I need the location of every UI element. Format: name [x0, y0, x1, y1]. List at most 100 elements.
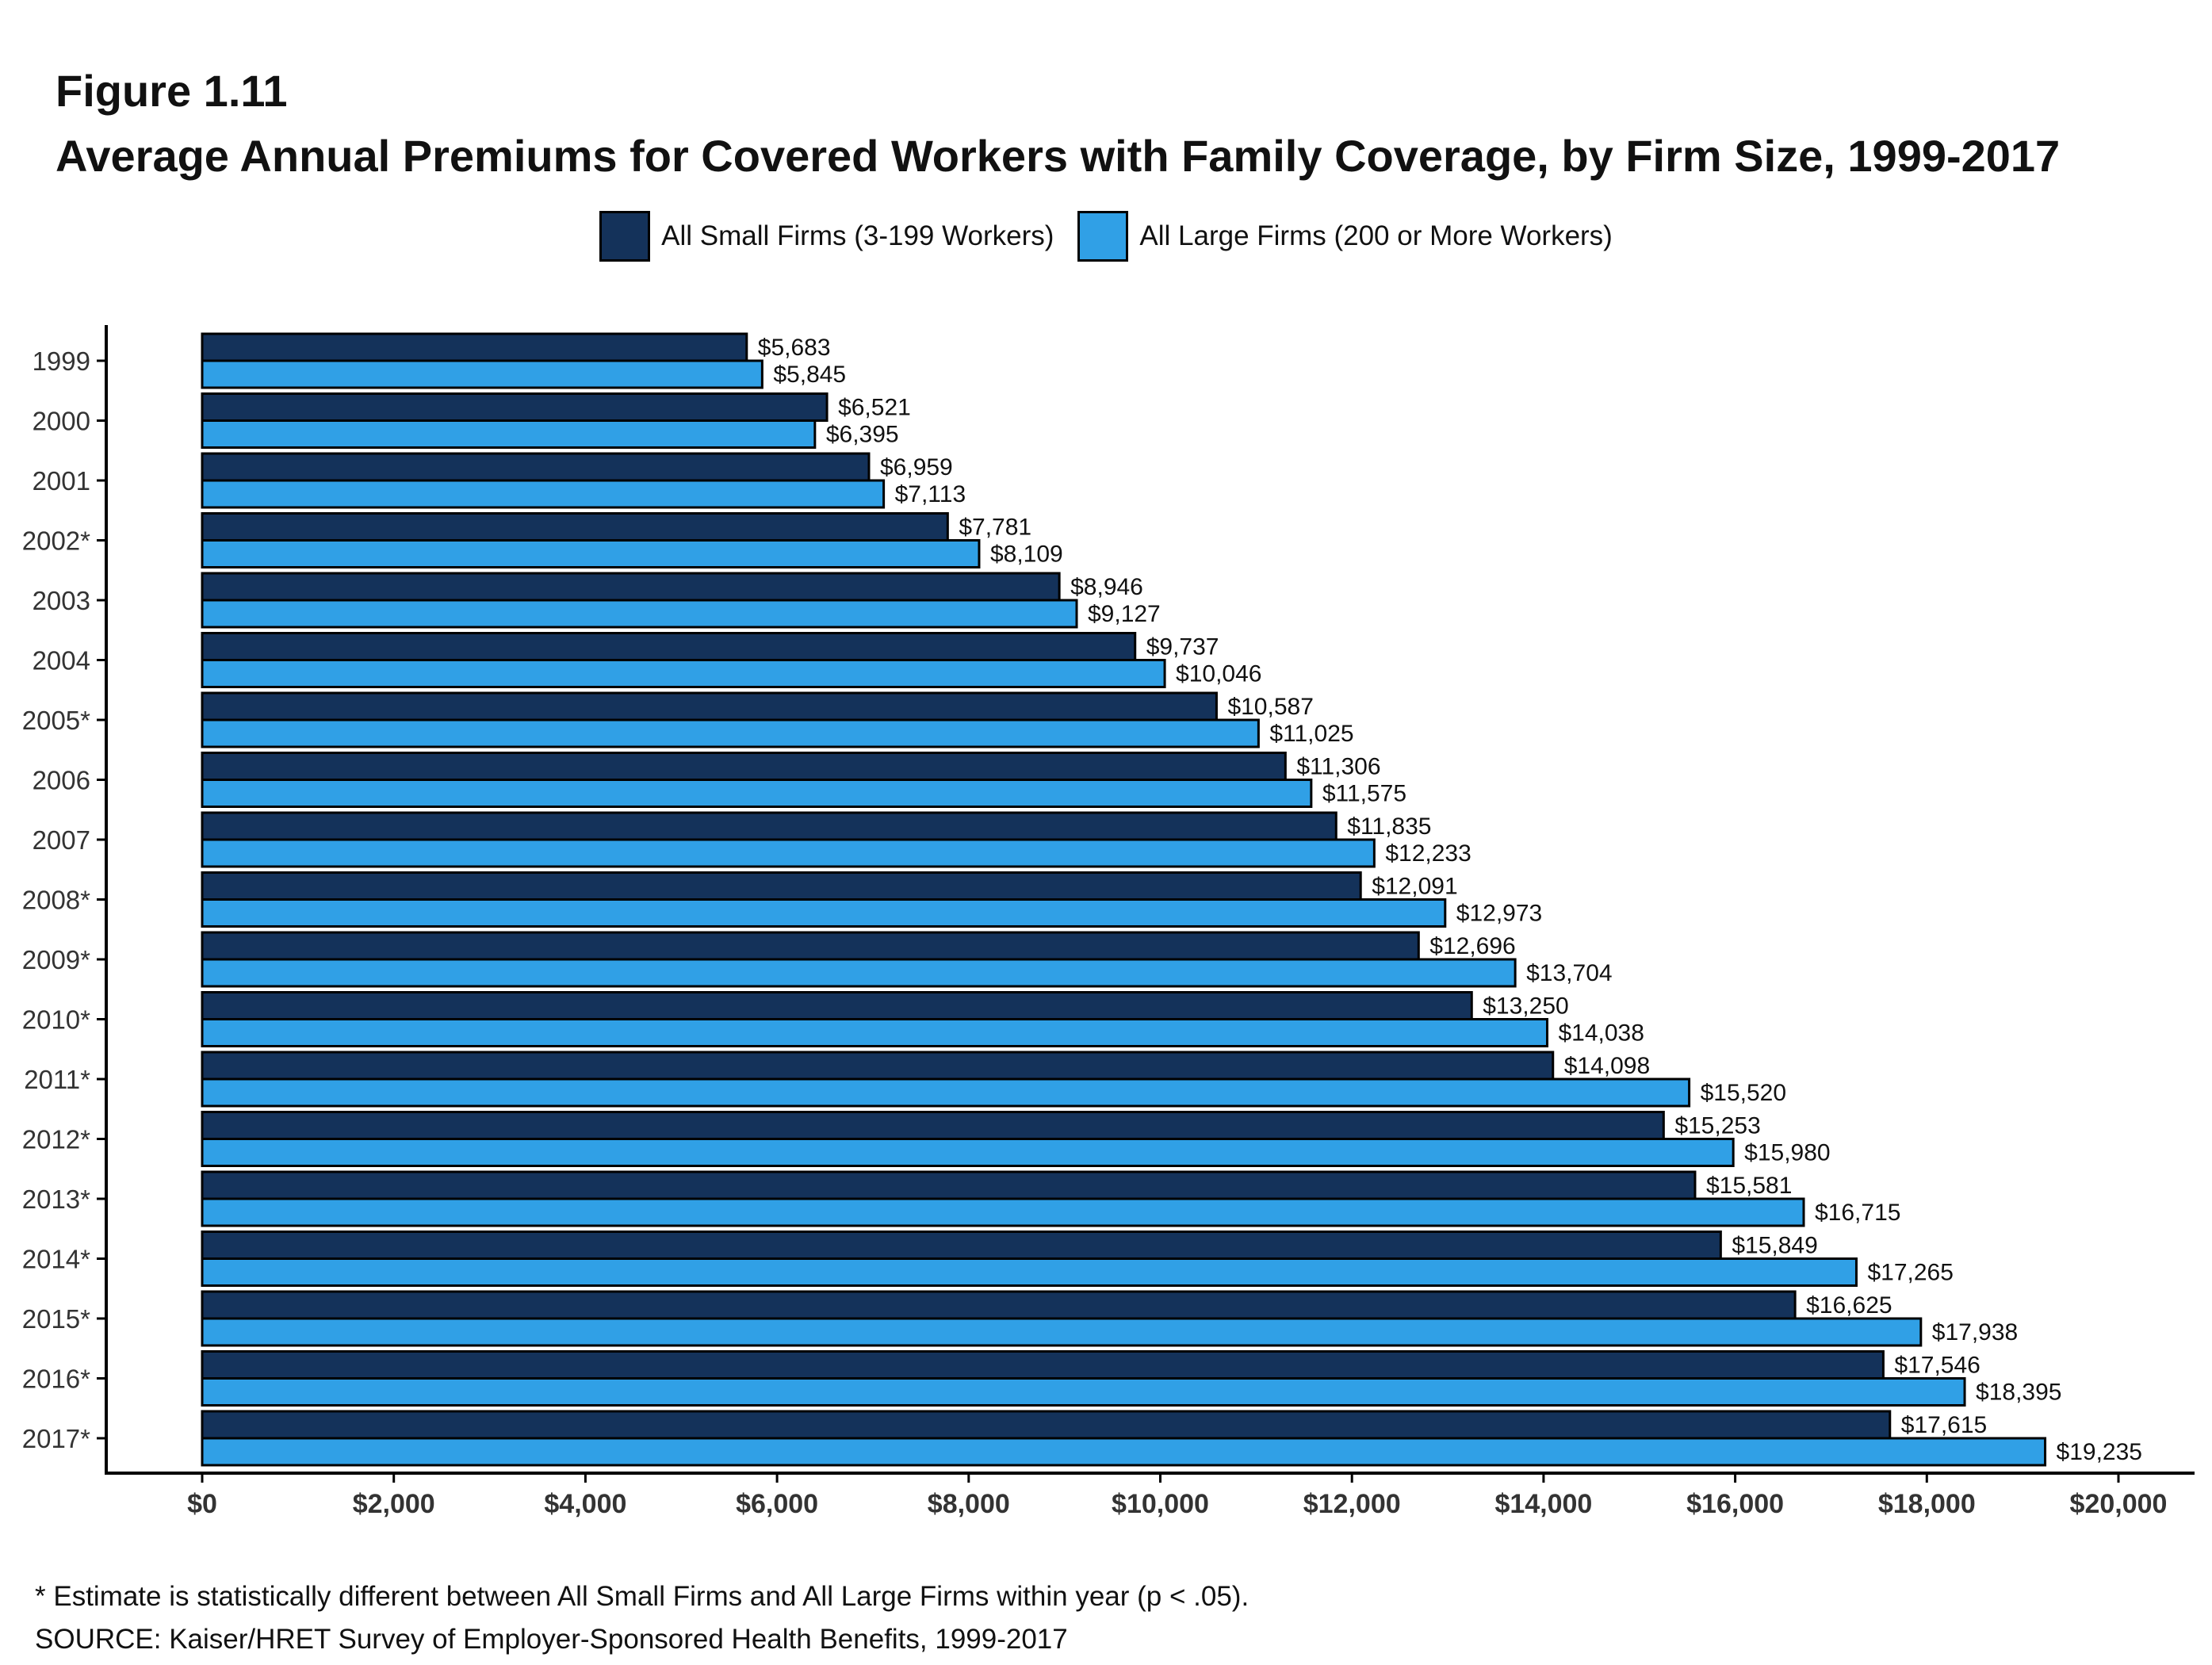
data-label-small-firms: $17,615: [1901, 1412, 1987, 1438]
legend-item-small-firms: All Small Firms (3-199 Workers): [599, 211, 1054, 262]
x-tick-label: $20,000: [2070, 1489, 2168, 1519]
y-tick-label: 2012*: [22, 1125, 90, 1154]
y-tick-label: 2014*: [22, 1245, 90, 1274]
y-tick-label: 2007: [33, 825, 90, 855]
data-label-large-firms: $16,715: [1815, 1200, 1900, 1226]
y-tick-label: 2016*: [22, 1365, 90, 1394]
data-label-small-firms: $15,849: [1732, 1233, 1817, 1259]
data-label-small-firms: $6,959: [880, 454, 953, 480]
legend-label-large-firms: All Large Firms (200 or More Workers): [1139, 220, 1613, 251]
data-label-small-firms: $9,737: [1146, 634, 1219, 660]
bar-small-firms: [201, 931, 1420, 961]
data-label-small-firms: $7,781: [959, 515, 1031, 541]
data-label-large-firms: $11,025: [1269, 721, 1353, 747]
bar-large-firms: [201, 958, 1517, 988]
bar-small-firms: [201, 752, 1287, 781]
bar-large-firms: [201, 539, 981, 568]
y-tick-label: 2001: [33, 466, 90, 496]
bar-small-firms: [201, 452, 871, 482]
data-label-large-firms: $12,233: [1385, 840, 1471, 867]
legend-swatch-small-firms: [599, 211, 651, 262]
bar-small-firms: [201, 1111, 1665, 1140]
x-tick-label: $0: [187, 1489, 217, 1519]
data-label-large-firms: $7,113: [895, 481, 966, 507]
x-tick-label: $10,000: [1112, 1489, 1209, 1519]
y-tick-label: 2008*: [22, 886, 90, 915]
data-label-small-firms: $11,835: [1347, 813, 1431, 840]
data-label-large-firms: $14,038: [1558, 1020, 1644, 1047]
data-label-large-firms: $6,395: [826, 422, 899, 448]
bar-large-firms: [201, 1138, 1735, 1167]
bar-large-firms: [201, 898, 1447, 928]
bar-large-firms: [201, 838, 1376, 868]
data-label-small-firms: $15,253: [1674, 1113, 1760, 1139]
legend-label-small-firms: All Small Firms (3-199 Workers): [661, 220, 1054, 251]
x-tick-label: $16,000: [1686, 1489, 1784, 1519]
data-label-small-firms: $6,521: [838, 395, 911, 421]
y-tick-label: 1999: [33, 346, 90, 376]
y-tick-label: 2004: [33, 646, 90, 676]
x-tick-label: $4,000: [544, 1489, 626, 1519]
data-label-large-firms: $17,938: [1932, 1319, 2018, 1345]
y-tick-label: 2010*: [22, 1005, 90, 1035]
legend-swatch-large-firms: [1077, 211, 1129, 262]
y-tick-label: 2000: [33, 407, 90, 436]
data-label-small-firms: $15,581: [1706, 1173, 1792, 1199]
y-tick-label: 2017*: [22, 1424, 90, 1453]
bar-large-firms: [201, 1018, 1548, 1047]
bar-small-firms: [201, 811, 1338, 841]
data-label-small-firms: $11,306: [1296, 754, 1380, 780]
y-tick-label: 2005*: [22, 706, 90, 735]
data-label-small-firms: $8,946: [1070, 574, 1143, 600]
bar-small-firms: [201, 871, 1362, 901]
bar-small-firms: [201, 332, 748, 362]
bar-small-firms: [201, 691, 1218, 722]
bar-small-firms: [201, 572, 1061, 602]
bar-large-firms: [201, 718, 1260, 748]
y-tick-label: 2009*: [22, 945, 90, 974]
data-label-small-firms: $10,587: [1227, 694, 1313, 720]
bar-large-firms: [201, 659, 1166, 688]
data-label-large-firms: $15,520: [1701, 1080, 1786, 1106]
bar-large-firms: [201, 1317, 1923, 1347]
bar-small-firms: [201, 1350, 1885, 1380]
bar-chart: 1999 2000 2001 2002* 2003 2004 2005* 2006 2007 20…: [22, 325, 2195, 1519]
data-label-small-firms: $14,098: [1564, 1053, 1650, 1079]
bar-large-firms: [201, 779, 1313, 808]
data-label-small-firms: $13,250: [1483, 993, 1568, 1020]
data-label-large-firms: $19,235: [2057, 1439, 2142, 1465]
x-tick-label: $18,000: [1878, 1489, 1976, 1519]
y-tick-label: 2002*: [22, 526, 90, 556]
data-label-large-firms: $12,973: [1456, 901, 1542, 927]
bar-small-firms: [201, 1290, 1797, 1320]
bar-large-firms: [201, 599, 1078, 629]
legend: All Small Firms (3-199 Workers) All Larg…: [0, 211, 2212, 262]
y-tick-label: 2011*: [24, 1065, 90, 1094]
data-label-large-firms: $10,046: [1176, 661, 1261, 687]
bar-small-firms: [201, 392, 829, 422]
data-label-large-firms: $11,575: [1322, 781, 1406, 807]
bar-large-firms: [201, 359, 763, 389]
y-tick-label: 2015*: [22, 1304, 90, 1334]
data-label-large-firms: $15,980: [1744, 1140, 1830, 1166]
bar-large-firms: [201, 1197, 1805, 1227]
data-label-large-firms: $8,109: [990, 542, 1063, 568]
bar-small-firms: [201, 1410, 1892, 1440]
bar-large-firms: [201, 1257, 1858, 1287]
x-tick-label: $2,000: [353, 1489, 435, 1519]
bar-small-firms: [201, 512, 949, 542]
data-label-large-firms: $18,395: [1976, 1380, 2061, 1406]
data-label-large-firms: $5,845: [773, 362, 846, 388]
footnote: * Estimate is statistically different be…: [35, 1581, 1250, 1612]
data-label-small-firms: $16,625: [1806, 1292, 1892, 1319]
bar-large-firms: [201, 1077, 1691, 1108]
bar-small-firms: [201, 632, 1137, 661]
bar-large-firms: [201, 1377, 1966, 1407]
data-label-small-firms: $12,696: [1429, 933, 1515, 959]
figure-label: Figure 1.11: [55, 66, 288, 116]
bar-small-firms: [201, 991, 1473, 1020]
data-label-small-firms: $12,091: [1372, 874, 1457, 900]
bar-small-firms: [201, 1231, 1722, 1260]
data-label-small-firms: $5,683: [758, 335, 831, 361]
data-label-large-firms: $17,265: [1867, 1260, 1953, 1286]
